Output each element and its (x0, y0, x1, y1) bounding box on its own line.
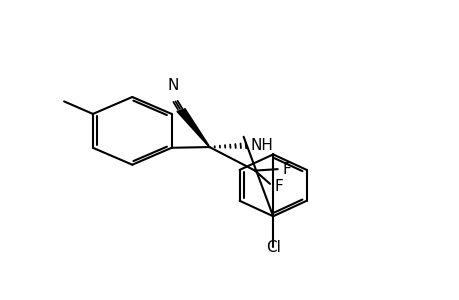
Text: N: N (167, 78, 179, 93)
Text: F: F (282, 162, 291, 177)
Text: F: F (274, 179, 283, 194)
Text: NH: NH (250, 138, 273, 153)
Polygon shape (177, 109, 208, 146)
Text: Cl: Cl (265, 239, 280, 254)
